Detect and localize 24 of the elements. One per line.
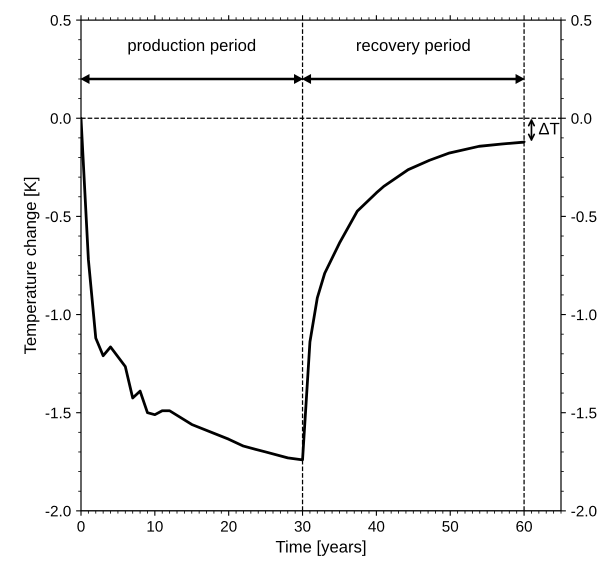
x-tick-label: 10 — [148, 520, 163, 532]
y-tick-label: -1.0 — [46, 309, 71, 320]
y2-tick-label: 0.5 — [571, 14, 592, 26]
y-tick-label: 0.0 — [50, 113, 71, 124]
y2-tick-label: -2.0 — [571, 506, 596, 517]
y-tick-label: -1.5 — [46, 408, 71, 418]
y2-tick-label: -1.0 — [571, 309, 596, 320]
x-axis-title: Time [years] — [276, 540, 366, 556]
x-tick-label: 20 — [220, 520, 237, 532]
x-tick-label: 40 — [368, 520, 384, 532]
y2-tick-label: -0.5 — [571, 211, 596, 222]
y-tick-label: -2.0 — [46, 506, 71, 517]
x-tick-label: 30 — [294, 520, 310, 532]
y-tick-label: -0.5 — [46, 211, 71, 222]
annotation: production period — [128, 38, 256, 54]
x-tick-label: 60 — [516, 520, 532, 532]
y2-tick-label: -1.5 — [571, 408, 596, 418]
annotation: ΔT — [538, 122, 560, 134]
x-tick-label: 50 — [442, 520, 458, 532]
y2-tick-label: 0.0 — [571, 113, 592, 124]
y-axis-title: Temperature change [K] — [24, 178, 40, 354]
annotation: recovery period — [356, 38, 470, 54]
y-tick-label: 0.5 — [50, 14, 71, 26]
x-tick-label: 0 — [77, 520, 85, 532]
